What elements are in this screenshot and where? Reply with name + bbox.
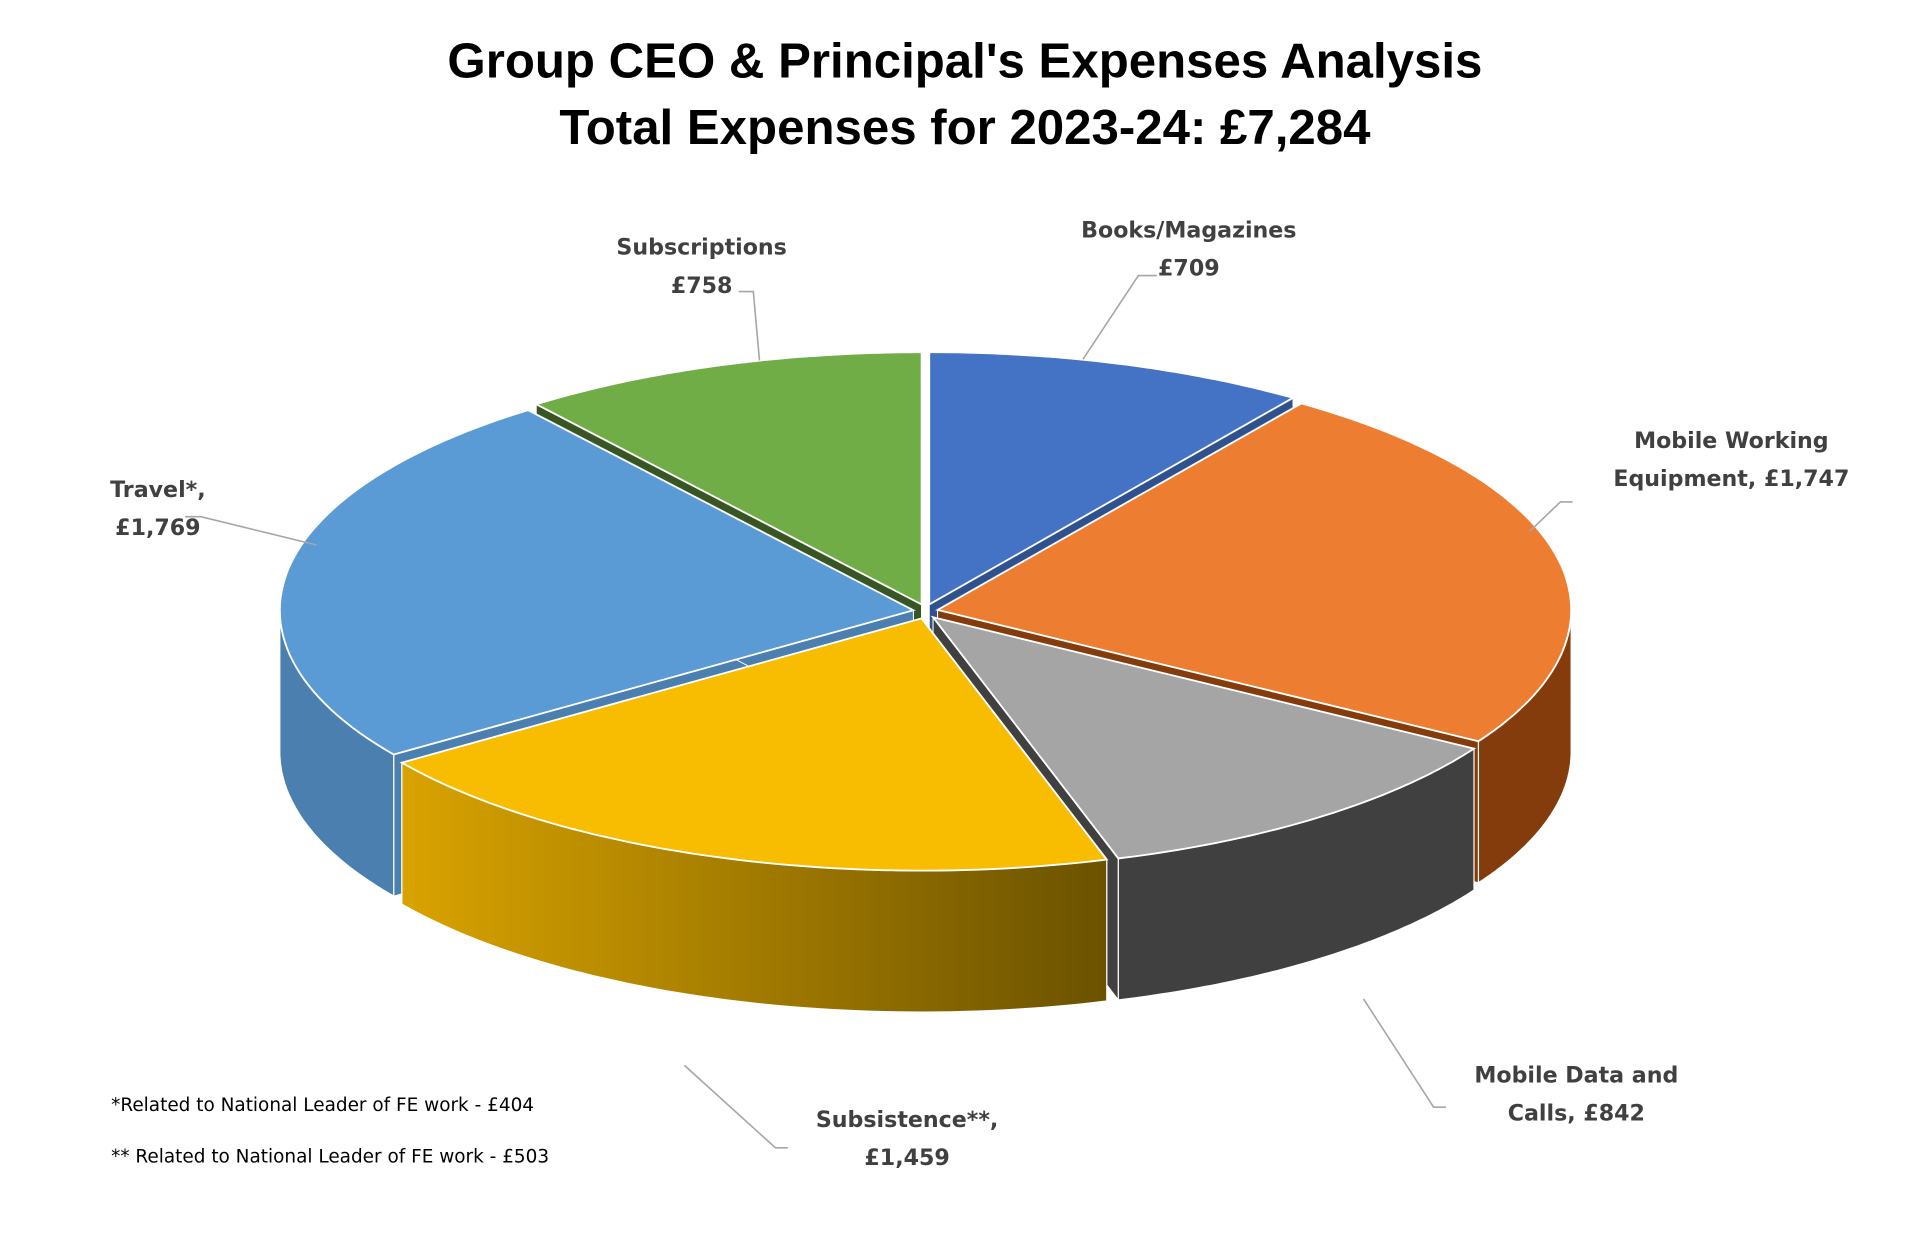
svg-text:£1,769: £1,769 [115,515,200,541]
data-label-mobile-working: Mobile Working Equipment, £1,747 [1613,428,1849,492]
svg-text:£709: £709 [1158,256,1220,282]
pie-slice-subsistence [399,617,1109,872]
pie-slice-mobile-working-equipment [935,402,1573,743]
svg-text:Equipment, £1,747: Equipment, £1,747 [1613,466,1849,492]
svg-text:Travel*,: Travel*, [110,477,206,503]
pie-slice-books-magazines [928,351,1296,606]
svg-text:£1,459: £1,459 [864,1145,949,1171]
svg-text:£758: £758 [671,273,733,299]
svg-text:Calls, £842: Calls, £842 [1508,1101,1645,1127]
pie-slice-subscriptions [533,351,923,606]
leader-line-mobile-data [1362,998,1446,1109]
data-label-mobile-data: Mobile Data and Calls, £842 [1474,1063,1678,1127]
pie-slice-mobile-data-and-calls [930,615,1477,860]
leader-line-books [1082,274,1157,360]
pie-tops [278,351,1573,872]
pie-slice-travel [278,409,916,756]
svg-text:Subsistence**,: Subsistence**, [816,1107,998,1133]
data-label-subsistence: Subsistence**, £1,459 [816,1107,998,1171]
svg-text:Subscriptions: Subscriptions [616,235,786,261]
leader-line-subsistence [683,1064,788,1149]
footnote-subsistence: ** Related to National Leader of FE work… [111,1147,549,1168]
leader-line-mobile-working [1529,501,1573,533]
footnote-travel: *Related to National Leader of FE work -… [111,1095,534,1116]
leader-line-subscriptions [738,290,761,361]
svg-text:Mobile Working: Mobile Working [1634,428,1829,454]
svg-text:Books/Magazines: Books/Magazines [1081,217,1296,243]
data-label-travel: Travel*, £1,769 [110,477,206,541]
data-label-subscriptions: Subscriptions £758 [616,235,786,299]
data-label-books: Books/Magazines £709 [1081,217,1296,281]
svg-text:Mobile Data and: Mobile Data and [1474,1063,1678,1089]
chart-title: Group CEO & Principal's Expenses Analysi… [447,34,1482,89]
leader-line-travel [184,515,317,546]
chart-subtitle: Total Expenses for 2023-24: £7,284 [559,100,1371,155]
